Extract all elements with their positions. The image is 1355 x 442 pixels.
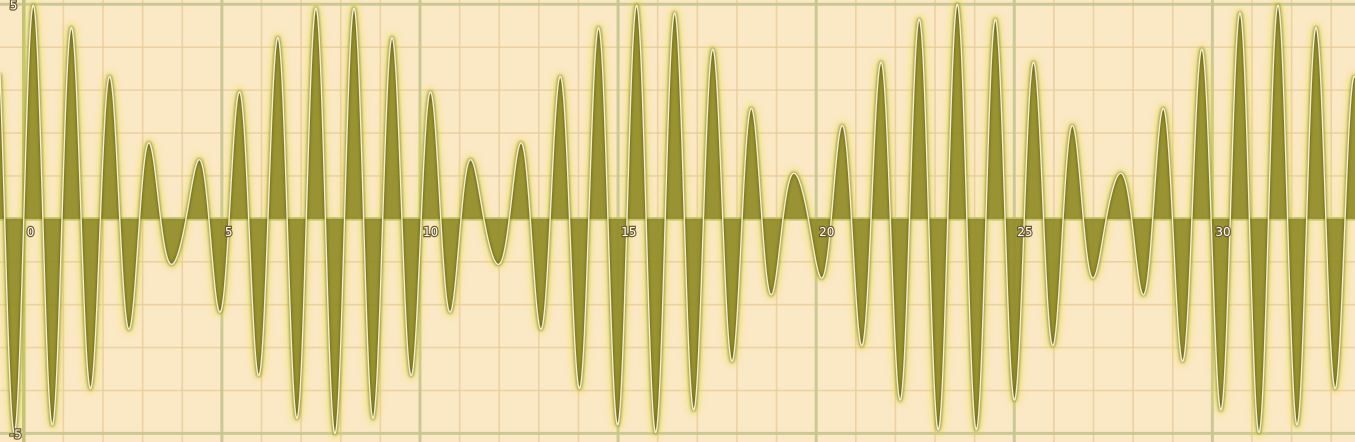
y-tick-label: -5 (10, 427, 22, 441)
x-tick-label: 25 (1017, 225, 1032, 239)
x-tick-label: 10 (423, 225, 438, 239)
x-tick-label: 15 (621, 225, 636, 239)
tick-labels: 0 5 10 15 20 25 30 5 -5 (9, 0, 1232, 442)
x-tick-label: 0 (27, 225, 35, 239)
series-0-area (0, 4, 1355, 434)
x-tick-label: 5 (225, 225, 233, 239)
x-tick-label: 30 (1215, 225, 1230, 239)
y-tick-label: 5 (10, 0, 18, 12)
series-0-line (0, 3, 1355, 435)
x-tick-label: 20 (819, 225, 834, 239)
